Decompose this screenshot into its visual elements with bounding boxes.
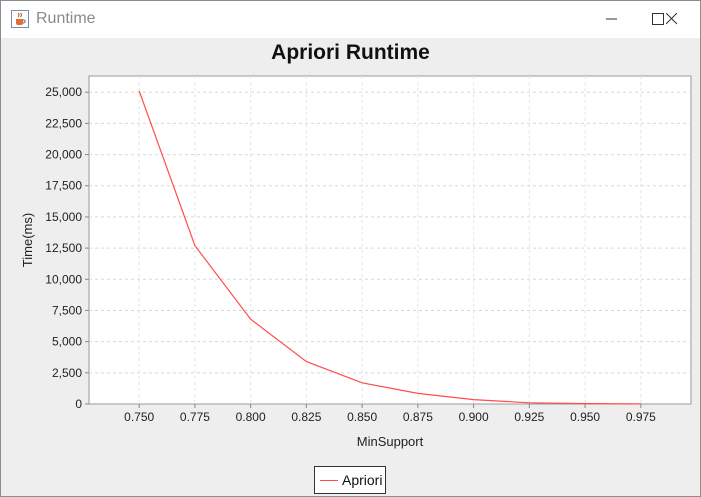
x-tick-label: 0.775 xyxy=(180,410,210,424)
x-tick-label: 0.850 xyxy=(347,410,377,424)
x-tick-label: 0.800 xyxy=(236,410,266,424)
legend: Apriori xyxy=(314,466,386,494)
x-axis-ticks: 0.750 0.775 0.800 0.825 0.850 0.875 0.900 0.925… xyxy=(124,404,656,424)
y-axis-label: Time(ms) xyxy=(20,213,35,267)
y-tick-label: 10,000 xyxy=(45,272,82,286)
x-tick-label: 0.925 xyxy=(514,410,544,424)
y-tick-label: 22,500 xyxy=(45,116,82,130)
y-tick-label: 2,500 xyxy=(52,366,82,380)
minimize-icon xyxy=(606,18,617,20)
y-tick-label: 7,500 xyxy=(52,303,82,317)
close-button[interactable] xyxy=(649,1,695,38)
legend-label: Apriori xyxy=(342,472,383,488)
window-title: Runtime xyxy=(36,10,96,27)
y-tick-label: 20,000 xyxy=(45,148,82,162)
java-cup-icon xyxy=(11,10,29,28)
x-tick-label: 0.950 xyxy=(570,410,600,424)
series-lines xyxy=(138,90,641,405)
x-tick-label: 0.750 xyxy=(124,410,154,424)
y-tick-label: 0 xyxy=(75,397,82,411)
chart-title: Apriori Runtime xyxy=(271,41,430,64)
x-tick-label: 0.975 xyxy=(626,410,656,424)
maximize-icon xyxy=(652,13,664,25)
y-tick-label: 15,000 xyxy=(45,210,82,224)
y-tick-label: 12,500 xyxy=(45,241,82,255)
plot-area xyxy=(88,75,692,405)
y-tick-label: 17,500 xyxy=(45,179,82,193)
title-bar[interactable]: Runtime xyxy=(1,1,700,38)
x-axis-label: MinSupport xyxy=(357,434,424,449)
series-line-apriori xyxy=(138,90,641,405)
x-tick-label: 0.875 xyxy=(403,410,433,424)
x-tick-label: 0.900 xyxy=(459,410,489,424)
x-tick-label: 0.825 xyxy=(291,410,321,424)
close-icon xyxy=(666,13,678,25)
y-tick-label: 25,000 xyxy=(45,85,82,99)
minimize-button[interactable] xyxy=(589,1,635,38)
legend-swatch xyxy=(320,480,338,481)
y-axis-ticks: 0 2,500 5,000 7,500 10,000 12,500 15,000 17,500… xyxy=(45,85,89,411)
grid-lines xyxy=(89,76,691,404)
y-tick-label: 5,000 xyxy=(52,335,82,349)
maximize-button[interactable] xyxy=(635,1,681,38)
